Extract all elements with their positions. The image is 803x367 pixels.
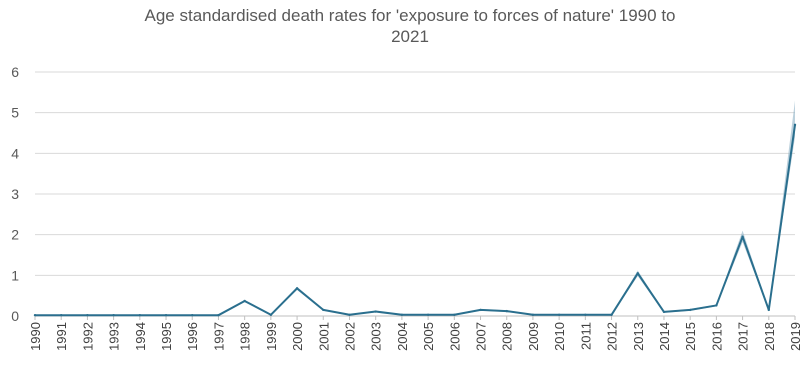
series-line [35, 124, 796, 317]
data-point-2016 [715, 304, 718, 307]
x-tick-label: 1998 [238, 322, 253, 351]
x-tick-label: 2018 [762, 322, 777, 351]
x-tick-label: 1993 [107, 322, 122, 351]
x-tick-label: 2003 [369, 322, 384, 351]
x-tick-label: 1995 [159, 322, 174, 351]
x-tick-label: 2015 [683, 322, 698, 351]
data-point-2002 [348, 313, 351, 316]
chart-title-line-1: Age standardised death rates for 'exposu… [144, 6, 676, 25]
x-tick-label: 2011 [578, 322, 593, 350]
data-point-1999 [269, 313, 273, 316]
data-point-1993 [112, 313, 115, 317]
x-tick-label: 1997 [211, 322, 226, 351]
x-tick-label: 2000 [290, 322, 305, 351]
data-point-1994 [138, 313, 142, 317]
x-tick-label: 2009 [526, 322, 541, 351]
data-point-2005 [426, 313, 430, 316]
data-point-1996 [191, 313, 194, 317]
data-point-1995 [164, 313, 168, 317]
data-point-2007 [479, 308, 482, 312]
y-tick-label: 5 [11, 105, 19, 121]
y-tick-label: 6 [11, 64, 19, 80]
data-point-1998 [243, 299, 246, 303]
x-tick-label: 1996 [185, 322, 200, 351]
data-point-2014 [662, 310, 666, 314]
data-point-2008 [505, 309, 508, 313]
data-point-1992 [86, 313, 89, 317]
x-tick-label: 2013 [631, 322, 646, 351]
x-tick-label: 2016 [709, 322, 724, 351]
x-tick-label: 1994 [133, 322, 148, 351]
data-point-2001 [322, 308, 325, 312]
data-point-2019 [793, 123, 797, 127]
data-point-2000 [295, 287, 299, 290]
data-point-2012 [610, 313, 613, 316]
x-tick-label: 1992 [80, 322, 95, 351]
data-point-2018 [767, 308, 770, 312]
y-tick-label: 1 [11, 267, 19, 283]
x-tick-label: 2010 [552, 322, 567, 351]
y-tick-label: 0 [11, 308, 19, 324]
data-point-2013 [636, 272, 639, 275]
data-point-1990 [33, 313, 37, 317]
chart-title-line-2: 2021 [391, 27, 429, 46]
data-point-2004 [400, 313, 404, 316]
data-point-2003 [374, 310, 377, 313]
x-tick-label: 2008 [500, 322, 515, 351]
x-tick-label: 2019 [788, 322, 803, 351]
x-tick-label: 2007 [474, 322, 489, 351]
data-point-1991 [60, 313, 63, 317]
x-tick-label: 2006 [447, 322, 462, 351]
x-tick-label: 2014 [657, 322, 672, 351]
x-tick-label: 2004 [395, 322, 410, 351]
data-point-2010 [557, 313, 561, 316]
x-tick-label: 1990 [28, 322, 43, 351]
x-tick-label: 1991 [54, 322, 69, 351]
y-tick-label: 2 [11, 227, 19, 243]
data-point-2009 [531, 313, 535, 316]
y-tick-label: 3 [11, 186, 19, 202]
x-tick-label: 2005 [421, 322, 436, 351]
data-point-1997 [217, 313, 220, 317]
x-tick-label: 2002 [342, 322, 357, 351]
data-point-2017 [741, 235, 744, 238]
series-band [35, 100, 795, 316]
data-point-2015 [688, 308, 692, 312]
x-tick-label: 2012 [605, 322, 620, 351]
x-tick-label: 1999 [264, 322, 279, 351]
y-tick-label: 4 [11, 145, 19, 161]
x-tick-label: 2017 [736, 322, 751, 351]
data-point-2011 [584, 313, 587, 316]
data-point-2006 [453, 313, 456, 316]
x-tick-label: 2001 [316, 322, 331, 351]
